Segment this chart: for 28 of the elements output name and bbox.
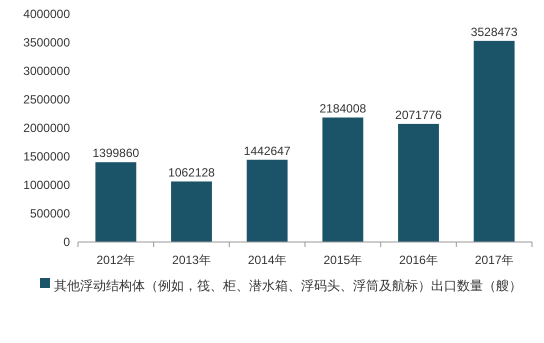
y-tick-label: 2500000 (23, 92, 70, 106)
legend-label: 其他浮动结构体（例如，筏、柜、潜水箱、浮码头、浮筒及航标）出口数量（艘） (54, 277, 523, 295)
y-tick-label: 4000000 (23, 7, 70, 21)
x-tick-label: 2012年 (96, 253, 136, 267)
data-label: 2071776 (395, 108, 442, 122)
bar (171, 181, 212, 242)
y-tick-label: 1000000 (23, 178, 70, 192)
data-label: 1062128 (168, 165, 216, 180)
y-tick-label: 1500000 (23, 150, 70, 164)
y-tick-label: 500000 (30, 206, 70, 220)
data-label: 2184008 (319, 102, 367, 116)
data-label: 3528473 (470, 24, 518, 39)
bar (95, 162, 136, 242)
bar (246, 160, 288, 242)
y-tick-label: 2000000 (23, 121, 70, 135)
x-tick-label: 2015年 (323, 253, 362, 267)
x-tick-label: 2017年 (474, 253, 514, 267)
x-tick-label: 2014年 (248, 253, 287, 267)
y-tick-label: 3000000 (23, 64, 70, 78)
x-tick-label: 2013年 (172, 253, 211, 267)
x-tick-label: 2016年 (399, 253, 438, 267)
y-tick-label: 0 (63, 235, 70, 249)
data-label: 1442647 (244, 144, 291, 158)
bar (322, 118, 364, 242)
y-tick-label: 3500000 (23, 36, 70, 50)
bar (474, 40, 515, 242)
bar (398, 124, 439, 242)
data-label: 1399860 (92, 146, 140, 160)
